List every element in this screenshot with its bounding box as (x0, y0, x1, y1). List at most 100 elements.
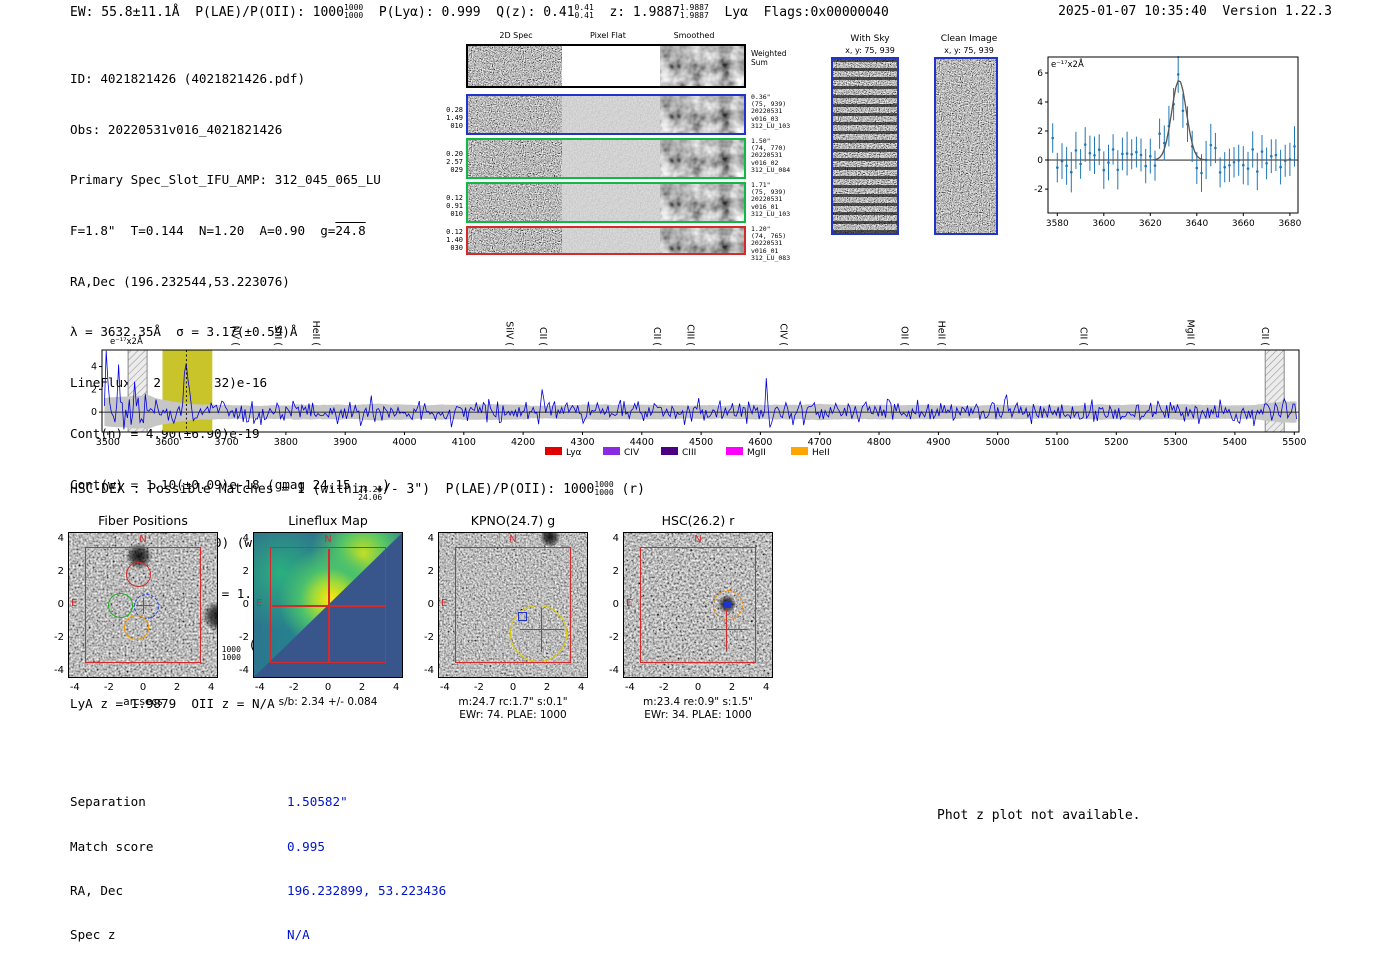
row-value: N/A (287, 926, 310, 942)
weight: 0.12 (446, 194, 463, 202)
info-text: λ = 3632.35Å σ = 3.17(±0.59)Å (70, 324, 298, 340)
east-indicator: E (626, 598, 633, 609)
info-line-contw: Cont(w) = 1.10(±0.09)e-18 (gmag 24.15 24… (70, 477, 390, 502)
pixelflat-image (562, 184, 660, 221)
col-header-pixelflat: Pixel Flat (590, 31, 626, 40)
svg-text:5500: 5500 (1282, 437, 1306, 448)
x-tick-label: 4 (577, 682, 585, 693)
chi2: 0.91 (446, 202, 463, 210)
x-tick-label: 4 (392, 682, 400, 693)
fiber-ifu: 312_LU_084 (751, 165, 791, 174)
svg-text:SiII (: SiII ( (272, 325, 283, 346)
info-line-obs: Obs: 20220531v016_4021821426 (70, 122, 390, 139)
gmag-overline: 24.8 (335, 222, 366, 238)
fiber-num: 010 (450, 210, 463, 218)
fiber-dist: 1.20" (751, 225, 771, 233)
2dspec-image (468, 96, 562, 133)
frac-lo: 1000 (343, 11, 364, 20)
cutout-kpno-g: KPNO(24.7) g N E m:24.7 rc:1.7" s:0.1" E… (410, 508, 610, 726)
row-value: 1.50582" (287, 794, 348, 810)
cutout-image (623, 532, 773, 678)
y-tick-label: 0 (242, 599, 249, 610)
svg-text:CIV: CIV (624, 448, 640, 458)
east-indicator: E (71, 598, 78, 609)
svg-text:4500: 4500 (689, 437, 713, 448)
with-sky-image (831, 57, 899, 235)
svg-text:2: 2 (91, 384, 97, 395)
fiber-shot: v016_03 (751, 114, 779, 123)
frac-lo: 1.9887 (679, 11, 709, 20)
x-tick-label: -2 (658, 682, 669, 693)
svg-text:3680: 3680 (1278, 219, 1301, 229)
fiber-row-strip (466, 182, 746, 223)
fiber-circle-red (126, 562, 151, 587)
y-tick-label: -2 (239, 632, 249, 644)
svg-text:3620: 3620 (1139, 219, 1162, 229)
x-tick-label: 4 (207, 682, 215, 693)
frac-hi: 1.9887 (679, 3, 709, 12)
svg-text:4900: 4900 (926, 437, 950, 448)
frac-hi: 1000 (594, 480, 614, 489)
svg-text:4: 4 (91, 362, 97, 373)
crosshair-v (328, 549, 330, 663)
svg-text:4000: 4000 (392, 437, 416, 448)
svg-text:3600: 3600 (1092, 219, 1115, 229)
svg-text:HeII (: HeII ( (310, 321, 321, 346)
info-line-radec: RA,Dec (196.232544,53.223076) (70, 274, 390, 291)
y-tick-label: 2 (57, 565, 64, 577)
fiber-xy: (75, 939) (751, 100, 787, 109)
fiber-row-weights: 0.20 2.57 029 (440, 150, 463, 174)
x-tick-label: -4 (69, 682, 80, 693)
x-tick-label: 0 (509, 682, 517, 693)
north-indicator: N (694, 534, 702, 545)
weighted-sum-label: Weighted Sum (751, 49, 787, 67)
cutout-title: Lineflux Map (288, 513, 368, 528)
y-tick-label: -4 (54, 665, 64, 677)
plae-fraction: 1000 1000 (594, 481, 613, 497)
col-header-smoothed: Smoothed (673, 31, 715, 40)
svg-text:HeII: HeII (812, 448, 830, 458)
svg-text:4600: 4600 (748, 437, 772, 448)
frac-lo: 0.41 (574, 11, 594, 20)
pixelflat-image (562, 140, 660, 177)
fiber-row-weights: 0.12 0.91 010 (440, 194, 463, 218)
svg-text:CIII (: CIII ( (685, 324, 696, 346)
svg-text:CII (: CII ( (1078, 327, 1089, 346)
header-flags: Lyα Flags:0x00000040 (708, 4, 889, 20)
with-sky-xy: x, y: 75, 939 (845, 46, 895, 55)
svg-text:4800: 4800 (867, 437, 891, 448)
svg-text:5100: 5100 (1045, 437, 1069, 448)
y-tick-label: 0 (612, 599, 619, 610)
fiber-row-annotation: 0.36" (75, 939) 20220531 v016_03 312_LU_103 (751, 93, 803, 130)
weighted-sum-strip (466, 44, 746, 88)
smoothed-image (660, 228, 744, 253)
info-text: Obs: 20220531v016_4021821426 (70, 121, 283, 137)
fiber-circle (151, 622, 176, 647)
svg-text:4700: 4700 (808, 437, 832, 448)
catalog-match-table: Separation 1.50582" Match score 0.995 RA, … (70, 766, 446, 953)
neighbor-blob (203, 601, 217, 631)
svg-text:MgII (: MgII ( (1185, 319, 1196, 346)
svg-text:SiIV (: SiIV ( (504, 321, 515, 346)
cutout-hsc-r: HSC(26.2) r N E m:23.4 re:0.9" s:1.5" EW… (595, 508, 795, 726)
fiber-row-weights: 0.28 1.49 010 (440, 106, 463, 130)
smoothed-image (660, 184, 744, 221)
2dspec-image (468, 140, 562, 177)
y-tick-label: 4 (242, 532, 249, 544)
chi2: 1.49 (446, 114, 463, 122)
info-text: ID: 4021821426 (4021821426.pdf) (70, 70, 306, 86)
y-tick-label: -2 (609, 632, 619, 644)
y-tick-label: 4 (427, 532, 434, 544)
z-fraction: 1.9887 1.9887 (680, 4, 709, 20)
fiber-row-strip (466, 94, 746, 135)
chi2: 1.40 (446, 236, 463, 244)
row-label: Match score (70, 838, 154, 854)
frac-hi: 0.41 (574, 3, 594, 12)
y-tick-label: -4 (609, 665, 619, 677)
info-text: Primary Spec_Slot_IFU_AMP: 312_045_065_L… (70, 172, 381, 188)
catalog-marker-square (518, 612, 527, 621)
info-line-ifu: Primary Spec_Slot_IFU_AMP: 312_045_065_L… (70, 172, 390, 189)
fiber-xy: (75, 939) (751, 188, 787, 197)
ew-caption: EWr: 74. PLAE: 1000 (459, 709, 567, 721)
